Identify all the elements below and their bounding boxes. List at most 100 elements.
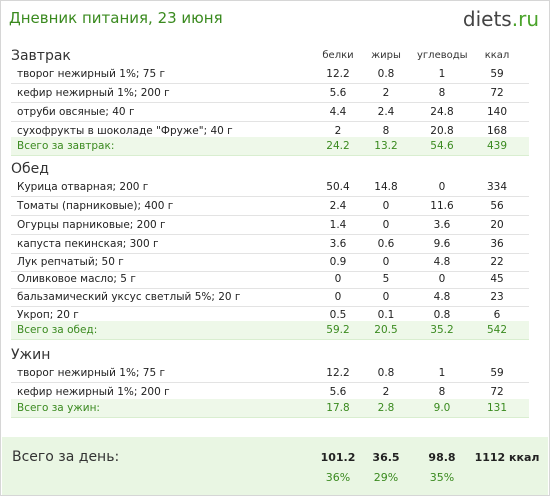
food-name: творог нежирный 1%; 75 г [17,68,166,80]
kcal-total: 542 [486,324,508,336]
table-row: капуста пекинская; 300 г 3.6 0.6 9.6 36 [11,235,529,254]
protein-total: 59.2 [326,324,350,336]
kcal-value: 168 [486,125,508,137]
day-protein-total: 101.2 [320,451,356,464]
day-total-label: Всего за день: [12,449,120,465]
logo-main: diets [462,7,512,31]
col-fat: жиры [371,50,401,61]
food-name: бальзамический уксус светлый 5%; 20 г [17,291,241,303]
table-row: Курица отварная; 200 г 50.4 14.8 0 334 [11,178,529,197]
kcal-value: 22 [490,256,504,268]
site-logo[interactable]: diets.ru [463,7,539,31]
food-name: Оливковое масло; 5 г [17,273,136,285]
food-name: сухофрукты в шоколаде "Фруже"; 40 г [17,125,233,137]
fat-value: 2 [382,386,390,398]
day-total-panel: Всего за день: 101.2 36.5 98.8 1112 ккал… [2,437,548,495]
carbs-value: 8 [438,87,446,99]
carbs-value: 0 [438,181,446,193]
table-row: творог нежирный 1%; 75 г 12.2 0.8 1 59 [11,65,529,84]
total-label: Всего за ужин: [17,402,100,414]
food-name: кефир нежирный 1%; 200 г [17,386,170,398]
meal-total-row: Всего за завтрак: 24.2 13.2 54.6 439 [11,137,529,156]
fat-value: 0.8 [377,68,395,80]
total-label: Всего за обед: [17,324,98,336]
carbs-total: 54.6 [430,140,454,152]
meal-title-dinner: Ужин [11,347,51,363]
kcal-value: 59 [490,68,504,80]
fat-value: 0.1 [377,309,395,321]
fat-total: 13.2 [374,140,398,152]
protein-value: 12.2 [326,68,350,80]
carbs-value: 1 [438,367,446,379]
kcal-value: 20 [490,219,504,231]
kcal-value: 56 [490,200,504,212]
fat-value: 2.4 [377,106,395,118]
page-header: Дневник питания, 23 июня diets.ru [9,7,539,31]
kcal-value: 59 [490,367,504,379]
protein-value: 0.9 [329,256,347,268]
page-title: Дневник питания, 23 июня [9,9,223,27]
protein-value: 0 [334,291,342,303]
fat-value: 8 [382,125,390,137]
carbs-value: 3.6 [433,219,451,231]
table-row: Огурцы парниковые; 200 г 1.4 0 3.6 20 [11,216,529,235]
meal-title-breakfast: Завтрак [11,48,71,64]
col-carbs: углеводы [417,50,468,61]
fat-total: 20.5 [374,324,398,336]
table-row: творог нежирный 1%; 75 г 12.2 0.8 1 59 [11,364,529,383]
food-name: творог нежирный 1%; 75 г [17,367,166,379]
protein-value: 1.4 [329,219,347,231]
carbs-value: 0 [438,273,446,285]
food-name: кефир нежирный 1%; 200 г [17,87,170,99]
fat-value: 0 [382,291,390,303]
col-kcal: ккал [484,50,510,61]
kcal-value: 23 [490,291,504,303]
protein-value: 4.4 [329,106,347,118]
col-protein: белки [322,50,354,61]
table-row: Лук репчатый; 50 г 0.9 0 4.8 22 [11,253,529,272]
fat-value: 0.8 [377,367,395,379]
kcal-total: 439 [486,140,508,152]
carbs-value: 4.8 [433,291,451,303]
protein-value: 12.2 [326,367,350,379]
meal-title-lunch: Обед [11,161,49,177]
kcal-total: 131 [486,402,508,414]
protein-total: 17.8 [326,402,350,414]
kcal-value: 45 [490,273,504,285]
protein-total: 24.2 [326,140,350,152]
fat-value: 2 [382,87,390,99]
fat-value: 0 [382,219,390,231]
protein-value: 2 [334,125,342,137]
table-row: отруби овсяные; 40 г 4.4 2.4 24.8 140 [11,103,529,122]
fat-value: 0 [382,256,390,268]
kcal-value: 6 [493,309,501,321]
table-row: кефир нежирный 1%; 200 г 5.6 2 8 72 [11,84,529,103]
kcal-value: 72 [490,87,504,99]
protein-value: 50.4 [326,181,350,193]
table-row: бальзамический уксус светлый 5%; 20 г 0 … [11,288,529,307]
protein-value: 3.6 [329,238,347,250]
meal-total-row: Всего за ужин: 17.8 2.8 9.0 131 [11,399,529,418]
day-fat-total: 36.5 [372,451,400,464]
carbs-total: 35.2 [430,324,454,336]
carbs-value: 8 [438,386,446,398]
day-fat-percent: 29% [373,471,399,484]
protein-value: 5.6 [329,87,347,99]
fat-value: 0.6 [377,238,395,250]
meal-total-row: Всего за обед: 59.2 20.5 35.2 542 [11,321,529,340]
carbs-total: 9.0 [433,402,451,414]
column-headers: белки жиры углеводы ккал [1,50,549,64]
food-name: Курица отварная; 200 г [17,181,149,193]
food-name: Укроп; 20 г [17,309,79,321]
day-carbs-percent: 35% [429,471,455,484]
logo-tld: .ru [511,7,539,31]
food-name: капуста пекинская; 300 г [17,238,159,250]
fat-value: 0 [382,200,390,212]
carbs-value: 20.8 [430,125,454,137]
food-name: отруби овсяные; 40 г [17,106,135,118]
carbs-value: 4.8 [433,256,451,268]
kcal-value: 334 [486,181,508,193]
fat-value: 14.8 [374,181,398,193]
fat-total: 2.8 [377,402,395,414]
carbs-value: 24.8 [430,106,454,118]
